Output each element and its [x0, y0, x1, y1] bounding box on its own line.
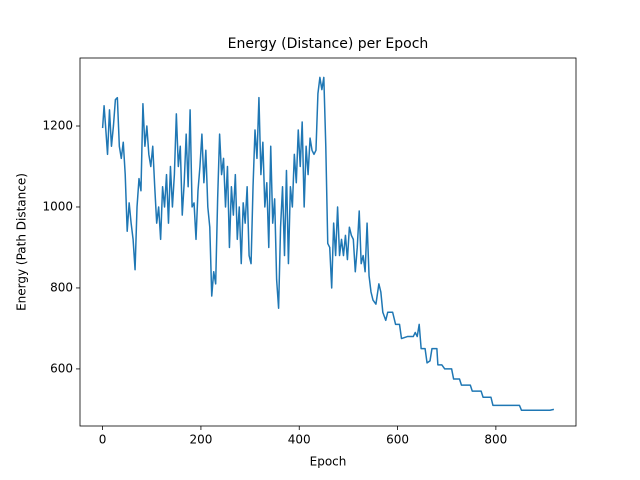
x-tick-label: 600: [386, 433, 409, 447]
x-tick-label: 800: [484, 433, 507, 447]
y-tick-label: 1200: [42, 119, 73, 133]
plot-frame: [79, 57, 577, 427]
x-tick-label: 200: [189, 433, 212, 447]
x-tick-label: 400: [288, 433, 311, 447]
x-tick-label: 0: [99, 433, 107, 447]
y-tick-label: 1000: [42, 199, 73, 213]
data-line: [101, 76, 555, 411]
y-tick-label: 600: [50, 361, 73, 375]
x-axis-label: Epoch: [310, 455, 347, 469]
y-tick-label: 800: [50, 280, 73, 294]
chart-title: Energy (Distance) per Epoch: [228, 36, 429, 52]
y-axis-label: Energy (Path Distance): [15, 173, 29, 311]
